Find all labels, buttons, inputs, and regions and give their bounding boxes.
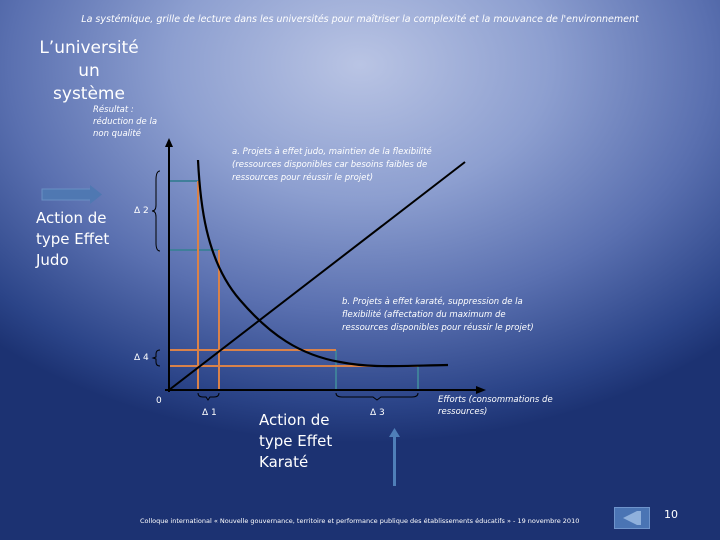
previous-slide-button[interactable] (614, 507, 650, 529)
judo-action-label: Action de type Effet Judo (36, 209, 110, 269)
delta-4-label: Δ 4 (134, 353, 149, 363)
effort-line (168, 161, 466, 391)
delta-1-label: Δ 1 (202, 408, 217, 418)
delta-3-label: Δ 3 (370, 408, 385, 418)
origin-label: 0 (156, 396, 162, 406)
note-karate-projects: b. Projets à effet karaté, suppression d… (342, 297, 534, 333)
orange-guides (169, 181, 418, 390)
delta-2-label: Δ 2 (134, 206, 149, 216)
karate-action-label: Action de type Effet Karaté (259, 411, 333, 471)
footer-text: Colloque international « Nouvelle gouver… (140, 517, 580, 525)
slide-title: L’université un système (34, 37, 144, 106)
right-arrow-icon (41, 185, 102, 204)
braces (151, 170, 419, 401)
y-axis-label: Résultat : réduction de la non qualité (93, 105, 158, 139)
slide-subtitle: La systémique, grille de lecture dans le… (81, 14, 639, 25)
title-line-2: système (53, 84, 125, 104)
note-judo-projects: a. Projets à effet judo, maintien de la … (232, 147, 432, 183)
teal-guides (169, 180, 419, 390)
up-arrow-icon (389, 428, 400, 486)
page-number: 10 (664, 508, 678, 521)
back-arrow-icon (623, 511, 641, 525)
axes (165, 138, 486, 394)
title-line-1: L’université un (39, 38, 139, 81)
x-axis-label: Efforts (consommations de ressources) (438, 395, 553, 417)
quality-curve (196, 159, 449, 368)
